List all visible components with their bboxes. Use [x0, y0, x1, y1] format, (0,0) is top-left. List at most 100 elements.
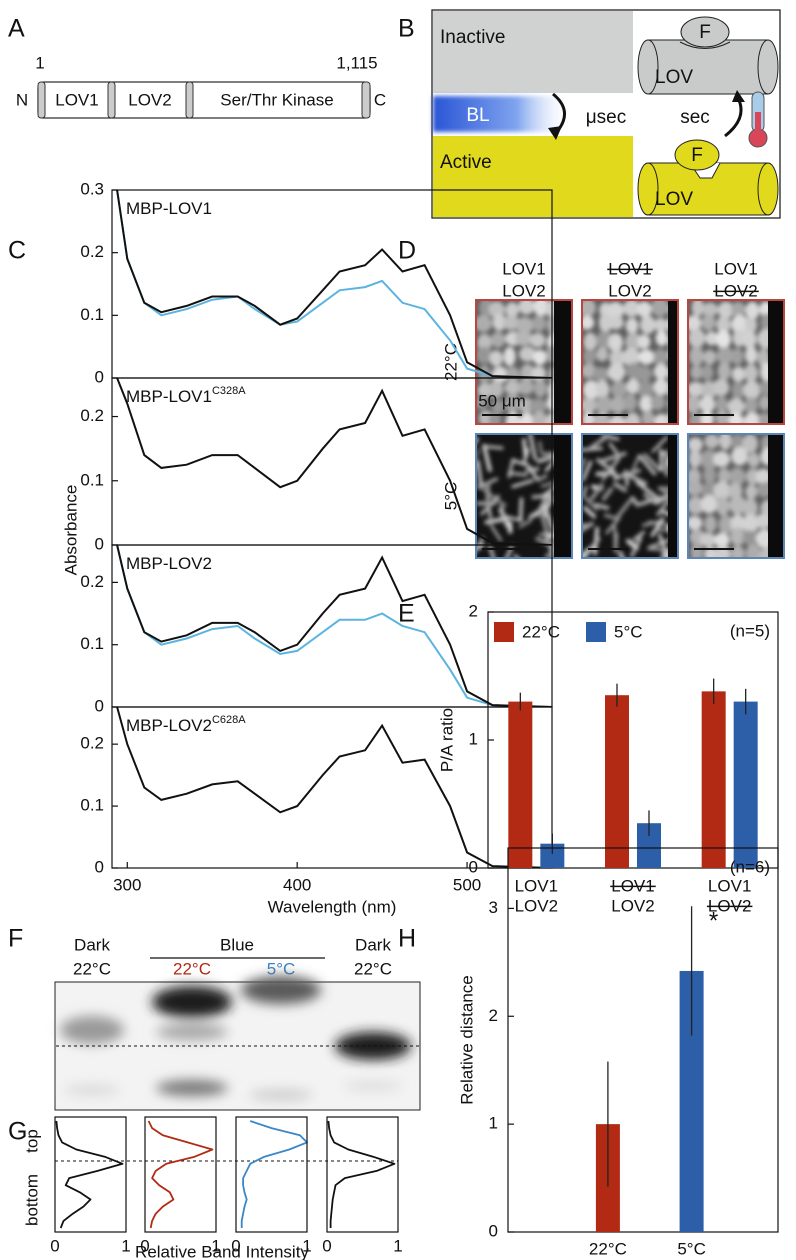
cell	[598, 313, 613, 333]
cell	[490, 331, 505, 348]
cell	[477, 333, 492, 352]
intensity-profile	[327, 1120, 396, 1228]
spectrum-line	[116, 545, 552, 707]
cell	[492, 313, 507, 331]
micrograph-texture	[688, 434, 784, 558]
column-label: LOV1	[502, 259, 545, 278]
cell	[688, 328, 706, 348]
membrane-strand	[538, 508, 550, 535]
cell	[715, 329, 731, 349]
cell	[653, 413, 670, 424]
cell	[476, 395, 489, 410]
membrane-strand	[650, 517, 665, 538]
tissue-edge	[768, 434, 784, 558]
panel-label: G	[8, 1118, 27, 1146]
y-tick-label: 0	[95, 534, 104, 553]
cell	[639, 395, 654, 413]
cell	[529, 398, 548, 414]
rate-label: sec	[680, 107, 710, 128]
cell	[607, 362, 626, 382]
y-tick-label: 3	[489, 898, 498, 917]
cell	[699, 532, 717, 547]
arrow-head	[732, 90, 745, 102]
membrane-strand	[601, 456, 621, 481]
band	[64, 1084, 120, 1096]
cell	[716, 347, 735, 365]
membrane-strand	[582, 460, 593, 482]
cell	[744, 397, 758, 414]
membrane-strand	[642, 453, 662, 472]
cell	[703, 465, 716, 485]
x-tick-label: 1	[302, 1236, 311, 1255]
y-tick-label: 0.3	[80, 179, 104, 198]
membrane-strand	[482, 444, 504, 450]
y-axis-label: Absorbance	[61, 485, 80, 576]
membrane-strand	[476, 536, 485, 554]
membrane-strand	[527, 465, 539, 482]
lane-temperature: 22°C	[173, 959, 211, 978]
gel: Dark 22°C Blue 22°C 5°C Dark 22°C top bo…	[22, 935, 421, 1260]
cell	[718, 515, 734, 535]
plot-frame	[111, 706, 553, 869]
cell	[650, 394, 666, 411]
x-tick-label: 500	[453, 875, 481, 894]
column-label: LOV1	[714, 259, 757, 278]
cell	[690, 364, 703, 380]
cell	[688, 437, 703, 452]
membrane-strand	[601, 487, 614, 502]
legend-label: 5°C	[614, 622, 643, 641]
cell	[727, 482, 743, 500]
cell	[653, 363, 669, 380]
membrane-strand	[657, 527, 670, 532]
y-axis-label: Relative distance	[457, 975, 476, 1104]
membrane-strand	[595, 457, 610, 470]
x-tick-label: 0	[50, 1236, 59, 1255]
micrograph-frame	[581, 299, 679, 425]
micrograph-frame	[581, 433, 679, 559]
cell	[515, 316, 534, 334]
y-tick-label: 0.2	[80, 572, 104, 591]
cell	[518, 346, 537, 362]
membrane-strand	[601, 451, 627, 463]
significance-marker: *	[709, 908, 718, 935]
cell	[654, 317, 667, 333]
cell	[715, 396, 728, 412]
cell	[504, 380, 522, 395]
x-tick-label: 0	[140, 1236, 149, 1255]
cell	[505, 393, 520, 414]
legend-swatch	[586, 622, 606, 642]
title-text: MBP-LOV1	[126, 199, 212, 218]
flavin	[680, 16, 730, 48]
cell	[623, 393, 638, 412]
arrow-head	[548, 126, 562, 140]
cell	[713, 480, 731, 501]
cell	[700, 449, 718, 470]
cell	[491, 399, 505, 415]
micrograph-frame	[687, 299, 785, 425]
membrane-strand	[518, 519, 532, 529]
cell	[715, 409, 729, 424]
cell	[744, 346, 758, 364]
bar	[701, 691, 726, 868]
membrane-strand	[617, 550, 625, 558]
cell	[701, 314, 716, 331]
start-residue: 1	[35, 53, 44, 72]
intensity-profile	[240, 1120, 308, 1228]
cell	[688, 315, 702, 332]
band	[343, 1081, 403, 1091]
cell	[624, 412, 641, 424]
membrane-strand	[632, 530, 646, 542]
photocycle-scheme: Inactive Active BL F LOV F LOV μsec sec	[431, 9, 781, 219]
cell	[717, 301, 734, 319]
lane-condition: Dark	[74, 935, 110, 954]
x-tick-label: LOV2	[611, 896, 654, 915]
band	[249, 1089, 313, 1101]
y-tick-label: 2	[489, 1006, 498, 1025]
cell	[743, 364, 759, 382]
lane-condition: Dark	[355, 935, 391, 954]
cell	[705, 331, 719, 346]
membrane-strand	[613, 525, 618, 554]
cell	[582, 315, 595, 330]
cell	[638, 380, 654, 400]
cell	[727, 398, 745, 416]
